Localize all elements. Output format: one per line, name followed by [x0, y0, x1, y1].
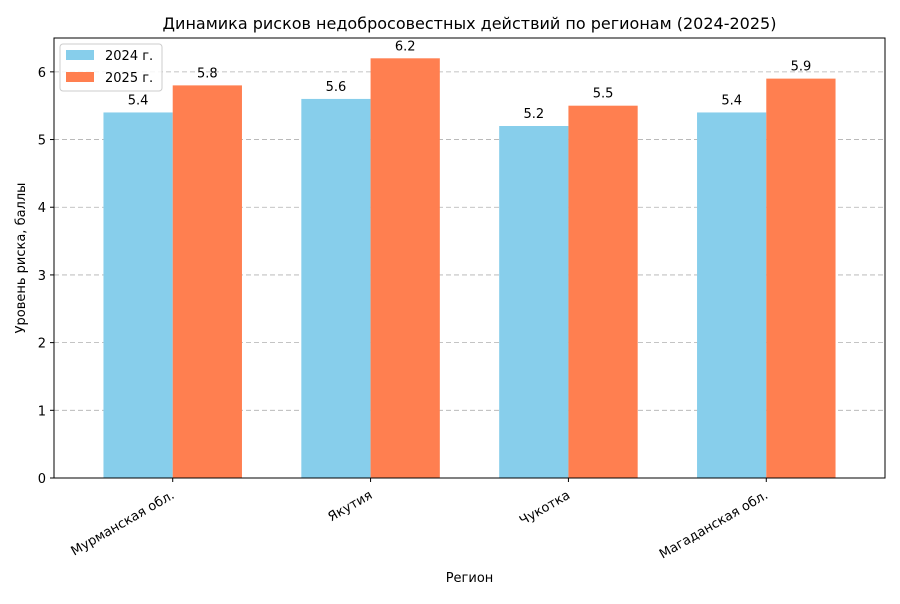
- bar: [499, 126, 569, 478]
- x-tick-label: Магаданская обл.: [657, 488, 771, 562]
- bar-value-label: 5.5: [593, 87, 614, 102]
- y-tick-label: 0: [38, 472, 46, 487]
- bar-value-label: 5.2: [523, 107, 544, 122]
- y-tick-label: 3: [38, 269, 46, 284]
- y-tick-label: 1: [38, 404, 46, 419]
- data-labels: 5.4 5.6 5.2 5.4 5.8 6.2 5.5 5.9: [128, 39, 812, 122]
- bar: [301, 98, 371, 478]
- y-tick-label: 2: [38, 337, 46, 352]
- x-axis: Мурманская обл. Якутия Чукотка Магаданская …: [69, 478, 771, 562]
- bar-value-label: 5.4: [128, 93, 149, 108]
- legend-swatch-2025: [66, 72, 94, 82]
- bar-value-label: 6.2: [395, 39, 416, 54]
- chart-title: Динамика рисков недобросовестных действи…: [163, 14, 777, 33]
- bar-value-label: 5.6: [326, 80, 347, 95]
- y-tick-label: 4: [38, 201, 46, 216]
- plot-area-frame: [53, 37, 886, 479]
- bar: [370, 58, 440, 479]
- x-tick-label: Мурманская обл.: [69, 488, 178, 559]
- bar-value-label: 5.8: [197, 66, 218, 81]
- legend: 2024 г. 2025 г.: [59, 43, 163, 92]
- bar: [766, 78, 836, 478]
- bars: [103, 58, 836, 479]
- legend-label-2024: 2024 г.: [105, 49, 153, 64]
- bar: [103, 112, 173, 478]
- y-axis: 0 1 2 3 4 5 6: [38, 66, 54, 487]
- x-tick-label: Якутия: [326, 488, 375, 525]
- legend-label-2025: 2025 г.: [105, 71, 153, 86]
- legend-swatch-2024: [66, 50, 94, 60]
- bar-value-label: 5.9: [791, 60, 812, 75]
- y-tick-label: 6: [38, 66, 46, 81]
- bar: [568, 105, 638, 478]
- bar: [697, 112, 767, 478]
- y-axis-label: Уровень риска, баллы: [14, 183, 29, 334]
- x-tick-label: Чукотка: [517, 488, 573, 529]
- y-tick-label: 5: [38, 134, 46, 149]
- x-axis-label: Регион: [446, 571, 494, 586]
- bar: [172, 85, 242, 478]
- bar-value-label: 5.4: [721, 93, 742, 108]
